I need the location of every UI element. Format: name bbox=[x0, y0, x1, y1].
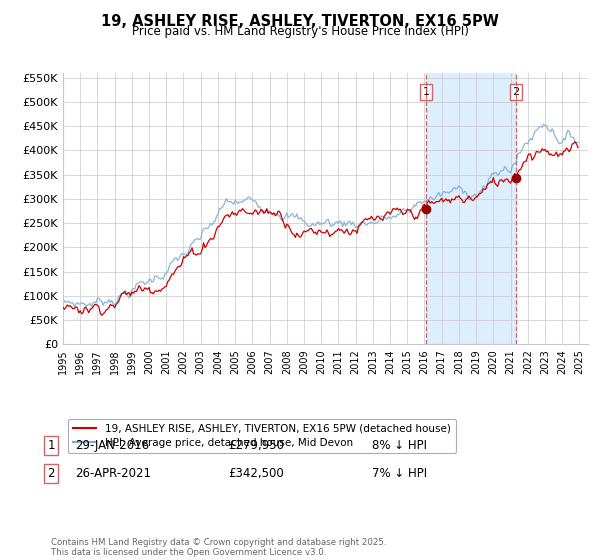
Text: Contains HM Land Registry data © Crown copyright and database right 2025.
This d: Contains HM Land Registry data © Crown c… bbox=[51, 538, 386, 557]
Text: £279,950: £279,950 bbox=[228, 438, 284, 452]
Text: 19, ASHLEY RISE, ASHLEY, TIVERTON, EX16 5PW: 19, ASHLEY RISE, ASHLEY, TIVERTON, EX16 … bbox=[101, 14, 499, 29]
Text: 1: 1 bbox=[47, 438, 55, 452]
Text: 2: 2 bbox=[47, 466, 55, 480]
Legend: 19, ASHLEY RISE, ASHLEY, TIVERTON, EX16 5PW (detached house), HPI: Average price: 19, ASHLEY RISE, ASHLEY, TIVERTON, EX16 … bbox=[68, 419, 456, 453]
Text: Price paid vs. HM Land Registry's House Price Index (HPI): Price paid vs. HM Land Registry's House … bbox=[131, 25, 469, 38]
Text: 2: 2 bbox=[512, 87, 520, 97]
Text: 7% ↓ HPI: 7% ↓ HPI bbox=[372, 466, 427, 480]
Text: £342,500: £342,500 bbox=[228, 466, 284, 480]
Text: 8% ↓ HPI: 8% ↓ HPI bbox=[372, 438, 427, 452]
Text: 26-APR-2021: 26-APR-2021 bbox=[75, 466, 151, 480]
Bar bbox=[426, 73, 516, 344]
Text: 29-JAN-2016: 29-JAN-2016 bbox=[75, 438, 149, 452]
Text: 1: 1 bbox=[422, 87, 430, 97]
